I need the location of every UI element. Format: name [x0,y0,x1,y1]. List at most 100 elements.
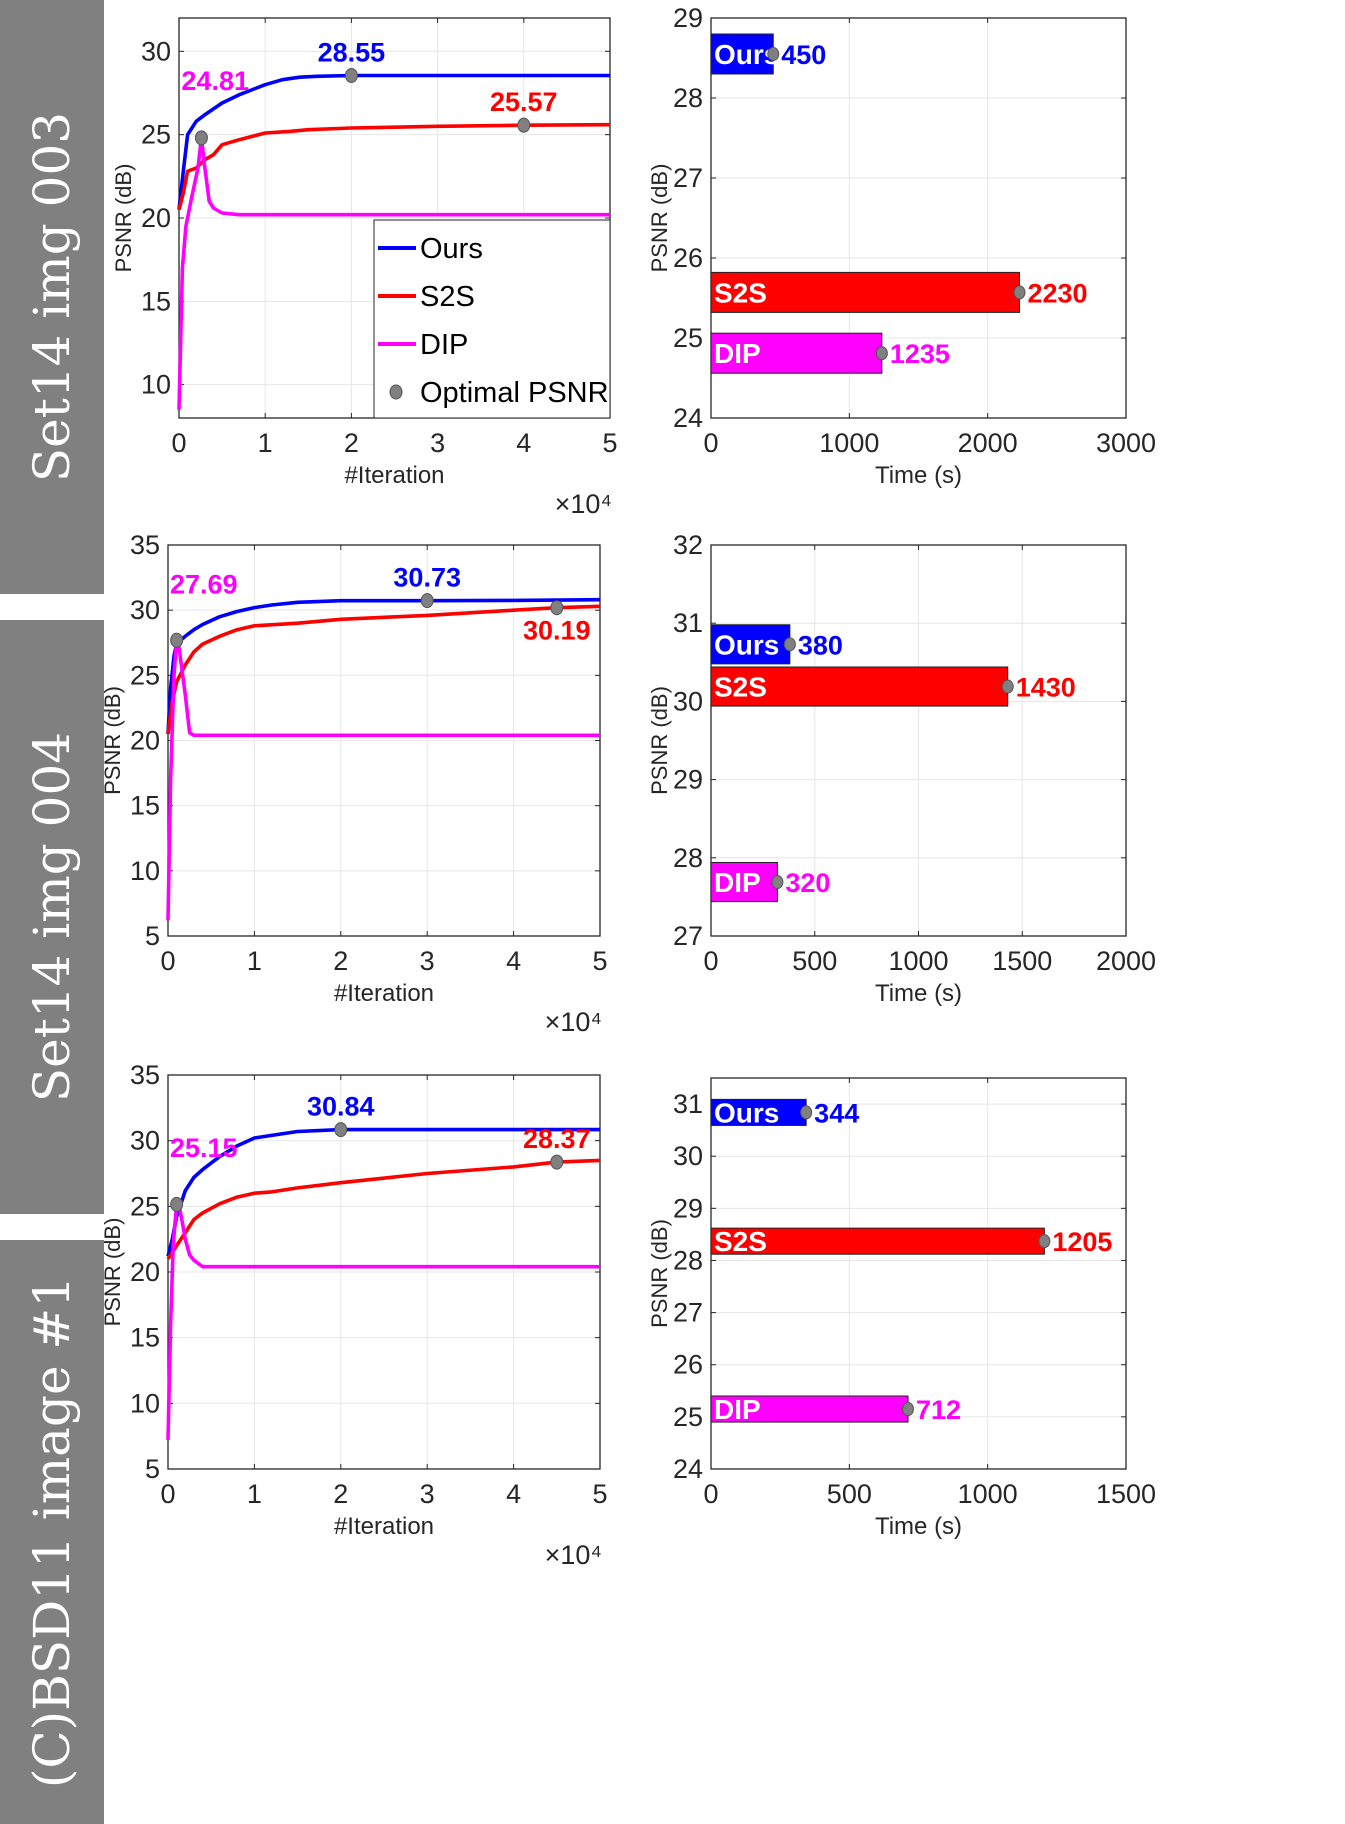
bar-time-label: 380 [798,630,843,660]
optimal-point-s2s [550,1154,564,1170]
x-tick-label: 2 [333,946,348,976]
bar-time-label: 1235 [890,339,950,369]
bar-end-point [875,346,888,361]
series-line-dip [166,638,600,921]
x-tick-label: 1500 [1096,1479,1156,1509]
y-tick-label: 29 [673,765,703,795]
optimal-point-s2s [517,117,531,133]
series-line-dip [177,136,610,410]
bar-end-point [767,47,780,61]
y-tick-label: 27 [673,163,703,193]
y-tick-label: 24 [673,403,703,433]
y-tick-label: 10 [141,370,171,400]
y-tick-label: 28 [673,843,703,873]
bar-time-label: 450 [781,40,826,70]
x-tick-label: 1 [247,1479,262,1509]
y-tick-label: 25 [141,120,171,150]
x-axis-label: Time (s) [875,1513,962,1540]
y-tick-label: 24 [673,1454,703,1484]
bar-s2s [710,271,1020,313]
x-tick-label: 2000 [1096,946,1156,976]
series-line-s2s [166,1158,601,1260]
row-label-text: Set14 img 003 [23,111,82,483]
x-tick-label: 3 [430,428,445,458]
y-tick-label: 27 [673,921,703,951]
y-tick-label: 30 [130,595,160,625]
row-label-0: Set14 img 003 [0,0,104,594]
y-tick-label: 30 [130,1126,160,1156]
bar-name-label: Ours [714,1097,779,1128]
x-axis-label: #Iteration [334,980,434,1007]
y-tick-label: 26 [673,243,703,273]
y-tick-label: 28 [673,1245,703,1275]
x-tick-label: 3 [420,946,435,976]
bar-end-point [800,1105,813,1120]
bar-time-label: 344 [814,1098,859,1128]
x-tick-label: 500 [827,1479,872,1509]
series-line-dip [166,1202,600,1441]
y-tick-label: 15 [130,1323,160,1353]
psnr-vs-time-chart-row-1: 0 500 1000 1500 2000 27 28 29 30 31 32 Time (s) PSNR… [647,530,1156,1007]
optimal-value-label-s2s: 28.37 [523,1124,591,1154]
y-tick-label: 20 [130,1257,160,1287]
optimal-point-s2s [550,600,564,616]
optimal-value-label-ours: 28.55 [318,38,386,68]
series-line-s2s [177,122,611,211]
bar-name-label: S2S [714,672,767,703]
y-axis-label: PSNR (dB) [647,164,672,273]
x-tick-label: 0 [160,946,175,976]
bar-name-label: DIP [714,867,761,898]
x-tick-label: 1 [247,946,262,976]
x-tick-label: 500 [792,946,837,976]
plot-frame [710,17,1127,419]
y-axis-label: PSNR (dB) [100,686,125,795]
optimal-value-label-s2s: 25.57 [490,87,558,117]
optimal-value-label-dip: 24.81 [181,66,249,96]
x-tick-label: 2 [344,428,359,458]
series-line-ours [177,73,610,210]
y-axis-label: PSNR (dB) [100,1218,125,1327]
bar-end-point [1013,285,1026,300]
x-tick-label: 0 [703,428,718,458]
y-axis-label: PSNR (dB) [647,1219,672,1328]
x-tick-label: 5 [602,428,617,458]
bar-end-point [901,1402,914,1417]
y-tick-label: 30 [673,686,703,716]
x-tick-label: 3 [420,1479,435,1509]
bar-end-point [1038,1234,1051,1249]
row-label-text: Set14 img 004 [23,731,82,1103]
x-tick-label: 1 [258,428,273,458]
bar-ours [710,1098,807,1126]
optimal-point-ours [344,68,358,83]
legend-label: Ours [420,233,483,265]
y-tick-label: 10 [130,1388,160,1418]
optimal-value-label-dip: 27.69 [170,569,238,599]
optimal-point-dip [170,632,184,648]
bar-ours [710,624,791,665]
x-axis-label: Time (s) [875,462,962,489]
psnr-vs-iteration-chart-row-0: 0 1 2 3 4 5 10 15 20 25 30 #Iteration PSNR (dB) ×10⁴ 2… [111,17,618,519]
bar-time-label: 320 [785,868,830,898]
x-tick-label: 2000 [958,428,1018,458]
legend-label: DIP [420,329,468,361]
psnr-vs-time-chart-row-0: 0 1000 2000 3000 24 25 26 27 28 29 Time (s) PSNR (d… [647,3,1156,489]
y-tick-label: 32 [673,530,703,560]
x-tick-label: 1500 [992,946,1052,976]
bar-ours [710,33,774,75]
bar-end-point [1001,679,1014,694]
row-label-2: (C)BSD11 image #1 [0,1240,104,1824]
plot-frame [710,1077,1127,1470]
y-tick-label: 30 [673,1141,703,1171]
y-tick-label: 20 [130,726,160,756]
bar-time-label: 1430 [1016,673,1076,703]
bar-name-label: Ours [714,629,779,660]
y-tick-label: 31 [673,608,703,638]
y-tick-label: 29 [673,3,703,33]
optimal-value-label-ours: 30.73 [393,563,461,593]
optimal-value-label-s2s: 30.19 [523,616,591,646]
x-tick-label: 0 [171,428,186,458]
x-tick-label: 1000 [888,946,948,976]
bar-name-label: DIP [714,338,761,369]
optimal-value-label-dip: 25.15 [170,1133,238,1163]
legend-label: Optimal PSNR [420,377,609,409]
